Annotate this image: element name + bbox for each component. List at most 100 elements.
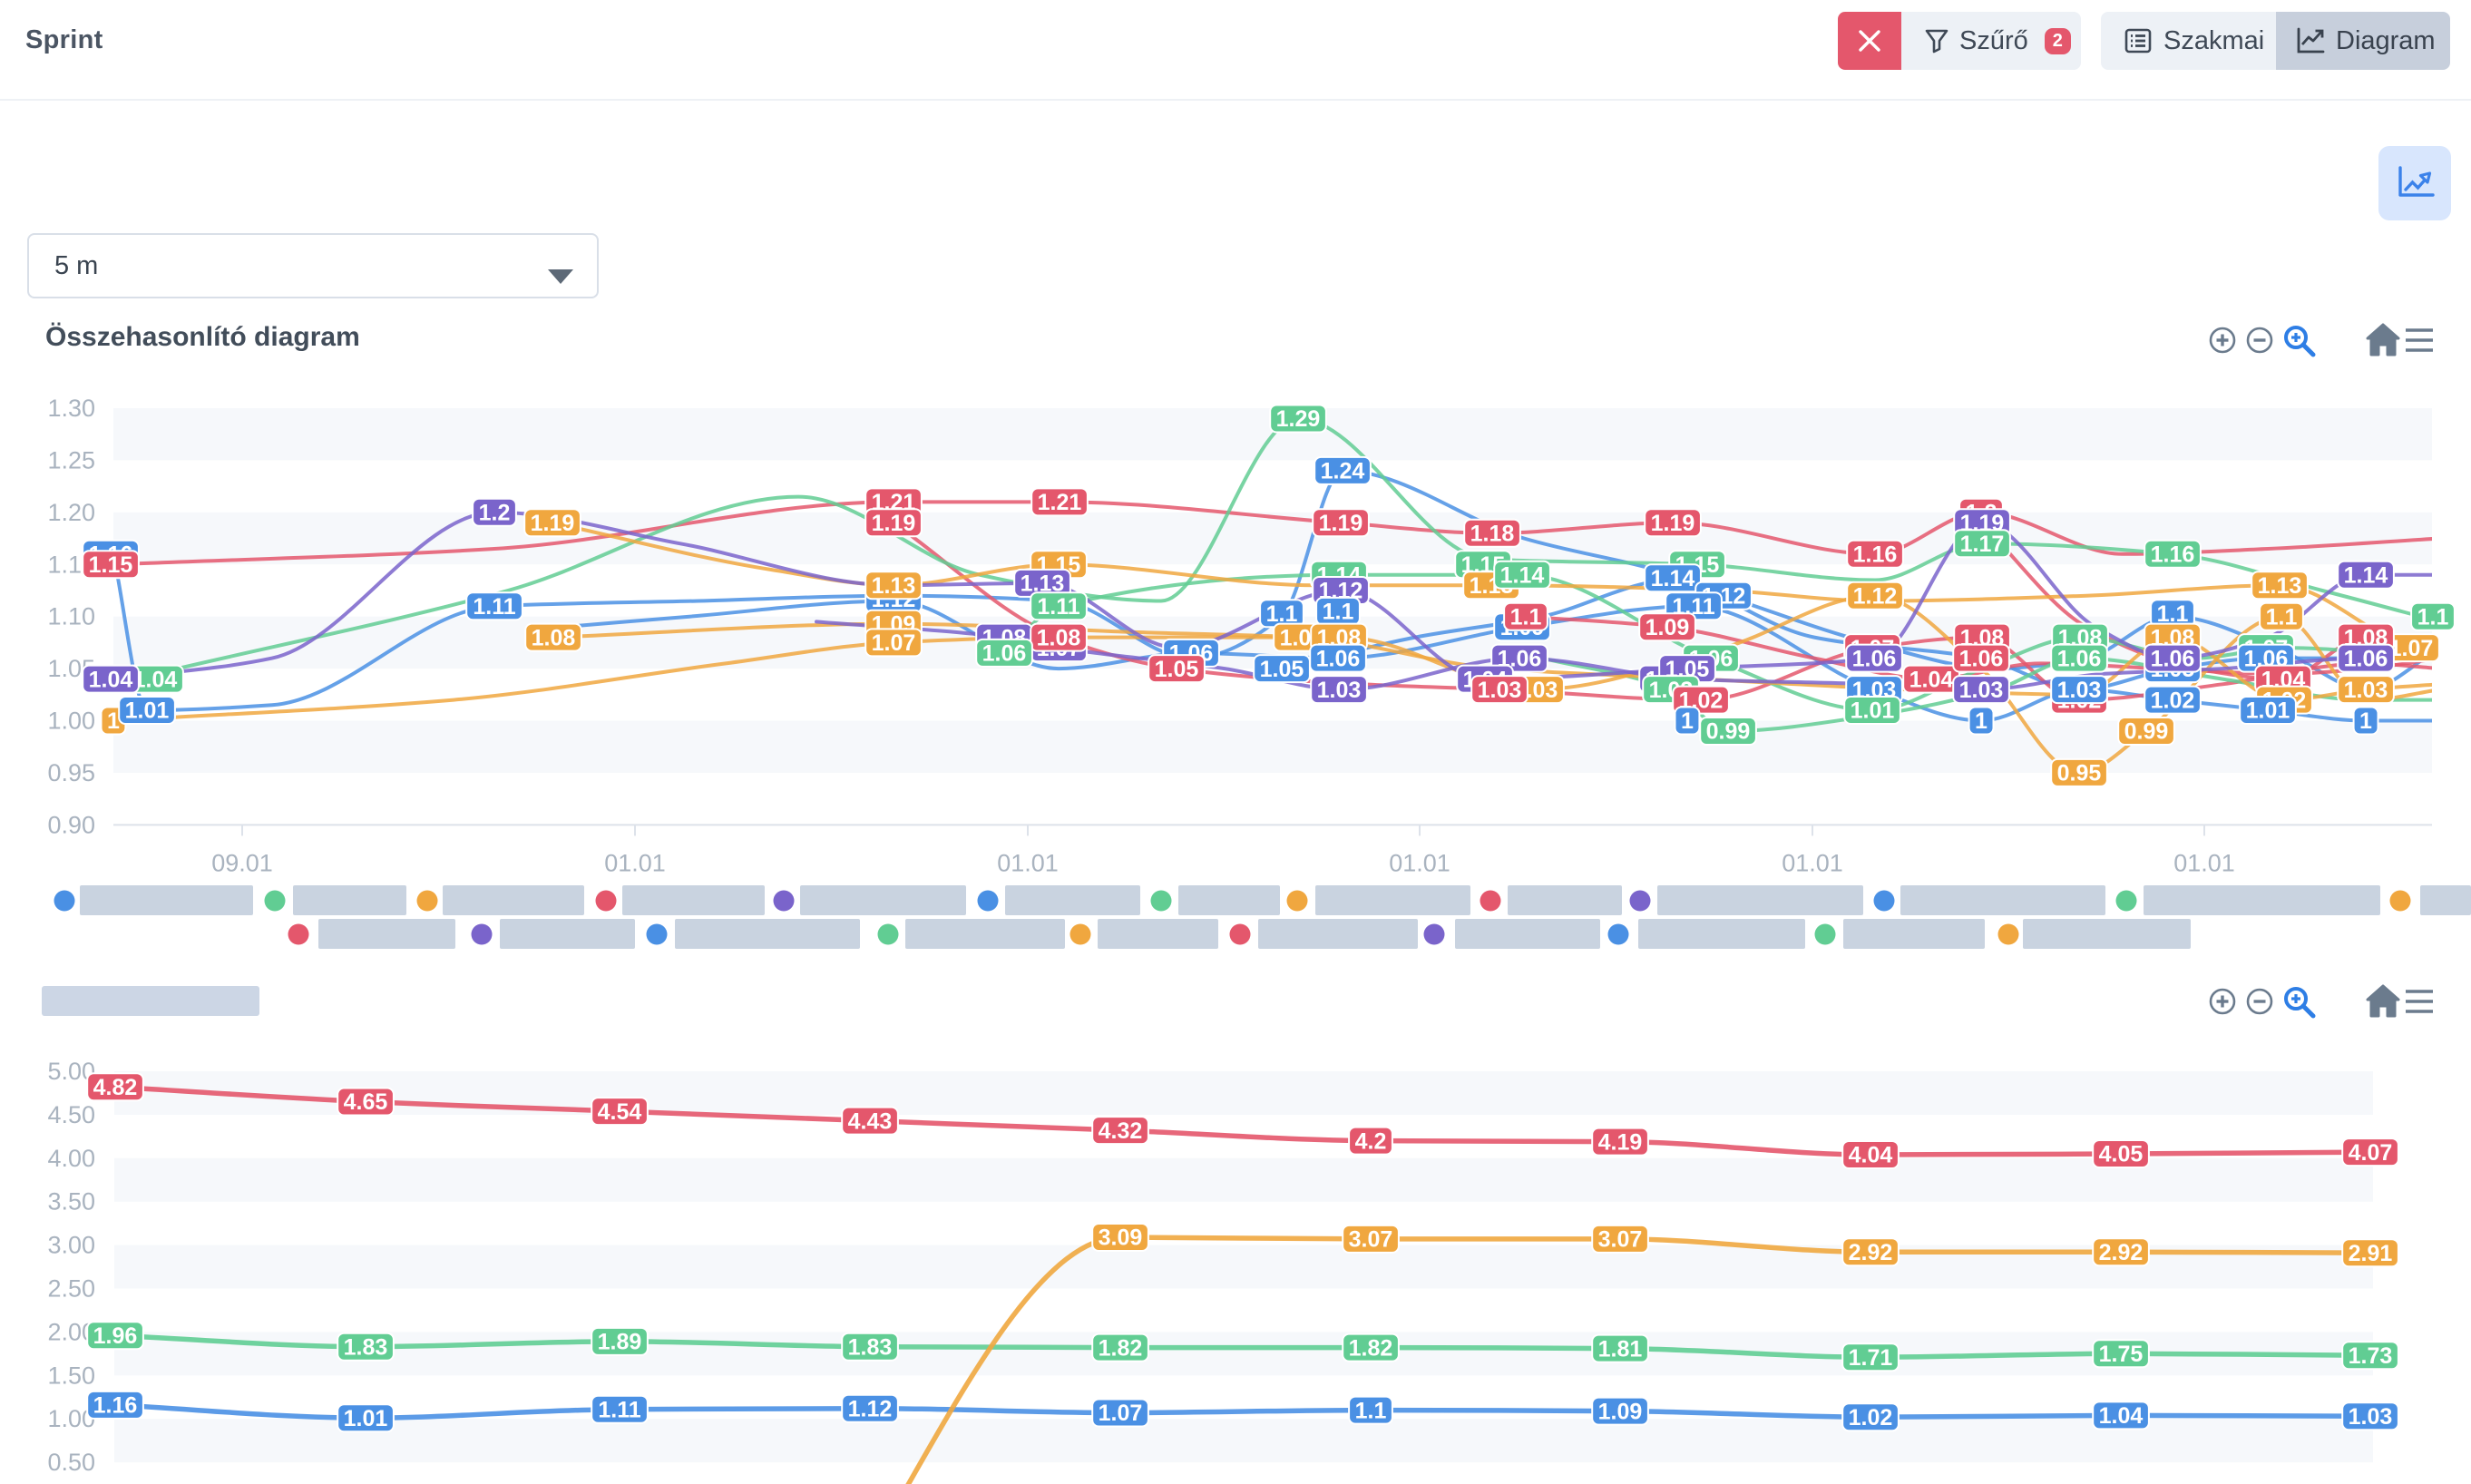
svg-text:01.01: 01.01 [1389,849,1450,876]
svg-text:1.09: 1.09 [1598,1399,1643,1424]
svg-text:1.08: 1.08 [1037,625,1081,650]
svg-text:4.32: 4.32 [1099,1118,1143,1144]
svg-text:0.99: 0.99 [1706,719,1751,745]
svg-text:1.25: 1.25 [47,446,95,474]
svg-text:1.13: 1.13 [2258,573,2302,599]
svg-text:3.09: 3.09 [1099,1225,1143,1251]
svg-text:2.92: 2.92 [1849,1240,1893,1265]
svg-text:4.19: 4.19 [1598,1129,1643,1155]
svg-text:1.07: 1.07 [1099,1401,1143,1426]
svg-text:1.71: 1.71 [1849,1345,1893,1371]
svg-text:1.83: 1.83 [848,1334,893,1360]
svg-text:1.1: 1.1 [2157,601,2189,627]
svg-text:1.06: 1.06 [2057,646,2102,671]
svg-text:1.06: 1.06 [2151,646,2195,671]
svg-text:01.01: 01.01 [2173,849,2235,876]
svg-text:3.07: 3.07 [1598,1227,1643,1253]
svg-text:1.03: 1.03 [1478,678,1522,703]
svg-text:1.01: 1.01 [125,698,170,724]
svg-text:1: 1 [1975,708,1988,734]
svg-text:4.04: 4.04 [1849,1143,1893,1168]
svg-text:1.14: 1.14 [2344,562,2388,588]
svg-text:1.75: 1.75 [2099,1342,2144,1367]
svg-text:1.04: 1.04 [1909,667,1954,692]
svg-text:1.08: 1.08 [532,625,576,650]
svg-text:1.89: 1.89 [598,1330,642,1355]
svg-text:0.50: 0.50 [47,1449,95,1476]
svg-text:1.16: 1.16 [2151,542,2195,568]
svg-text:1.1: 1.1 [1510,604,1542,630]
svg-text:1.1: 1.1 [1323,600,1354,625]
svg-text:1.03: 1.03 [1317,678,1362,703]
svg-text:4.50: 4.50 [47,1101,95,1128]
svg-text:0.99: 0.99 [2124,719,2169,745]
svg-text:1.01: 1.01 [2246,698,2290,724]
svg-text:1.24: 1.24 [1321,459,1365,484]
svg-text:2.92: 2.92 [2099,1240,2144,1265]
svg-text:1.12: 1.12 [848,1396,893,1421]
svg-text:1.05: 1.05 [1260,657,1304,682]
svg-text:1.11: 1.11 [1037,594,1079,620]
svg-text:1.05: 1.05 [1155,657,1199,682]
svg-text:1.12: 1.12 [1853,583,1898,609]
svg-text:1.02: 1.02 [2151,688,2195,713]
svg-text:1.03: 1.03 [2349,1404,2393,1430]
svg-text:1.04: 1.04 [89,667,133,692]
svg-text:01.01: 01.01 [604,849,666,876]
svg-text:0.90: 0.90 [47,811,95,838]
svg-text:2.91: 2.91 [2349,1241,2393,1266]
svg-text:1.03: 1.03 [1959,678,2004,703]
svg-text:1.30: 1.30 [47,395,95,422]
svg-text:1.16: 1.16 [1853,542,1898,568]
svg-text:4.82: 4.82 [93,1075,138,1100]
svg-text:1.13: 1.13 [872,573,916,599]
svg-text:1.04: 1.04 [2099,1403,2144,1429]
svg-text:1.07: 1.07 [872,630,916,656]
svg-text:1.10: 1.10 [47,603,95,630]
svg-text:4.65: 4.65 [344,1089,388,1115]
svg-text:0.95: 0.95 [2057,761,2102,786]
svg-text:1.19: 1.19 [1319,511,1363,536]
svg-text:1.29: 1.29 [1276,406,1321,432]
svg-text:01.01: 01.01 [997,849,1059,876]
svg-text:1.81: 1.81 [1598,1336,1643,1362]
svg-text:1.01: 1.01 [344,1406,388,1431]
svg-text:1.11: 1.11 [473,594,515,620]
svg-text:1.06: 1.06 [1959,646,2004,671]
svg-text:1.20: 1.20 [47,499,95,526]
svg-text:1.2: 1.2 [479,501,511,526]
svg-text:1.19: 1.19 [1651,511,1695,536]
svg-text:1.06: 1.06 [2344,646,2388,671]
svg-text:1.16: 1.16 [93,1393,138,1419]
svg-text:1: 1 [107,708,120,734]
svg-text:1.06: 1.06 [1316,646,1361,671]
svg-text:1.14: 1.14 [1500,562,1545,588]
svg-text:1.19: 1.19 [531,511,575,536]
svg-text:1.1: 1.1 [2417,604,2449,630]
svg-text:1.1: 1.1 [1266,601,1298,627]
svg-text:1.17: 1.17 [1960,532,2005,557]
svg-text:2.50: 2.50 [47,1275,95,1303]
svg-text:1.82: 1.82 [1349,1335,1393,1361]
svg-text:1.06: 1.06 [1852,646,1897,671]
svg-text:1.96: 1.96 [93,1323,138,1349]
svg-text:1.04: 1.04 [133,667,178,692]
svg-text:4.07: 4.07 [2349,1140,2393,1166]
svg-text:1.1: 1.1 [1355,1398,1387,1423]
svg-text:4.2: 4.2 [1355,1128,1387,1154]
svg-text:1.82: 1.82 [1099,1335,1143,1361]
svg-text:1.00: 1.00 [47,708,95,735]
svg-text:3.00: 3.00 [47,1232,95,1259]
svg-text:1.18: 1.18 [1470,522,1515,547]
svg-text:4.00: 4.00 [47,1145,95,1172]
svg-text:4.43: 4.43 [848,1108,893,1134]
svg-text:1.03: 1.03 [2344,678,2388,703]
svg-text:01.01: 01.01 [1782,849,1843,876]
svg-text:1: 1 [1681,708,1694,734]
svg-text:1.03: 1.03 [2057,678,2102,703]
svg-text:4.54: 4.54 [598,1099,642,1125]
svg-text:1: 1 [2359,708,2372,734]
svg-text:1.09: 1.09 [1646,615,1690,640]
svg-text:1.15: 1.15 [89,552,133,578]
svg-text:09.01: 09.01 [211,849,273,876]
